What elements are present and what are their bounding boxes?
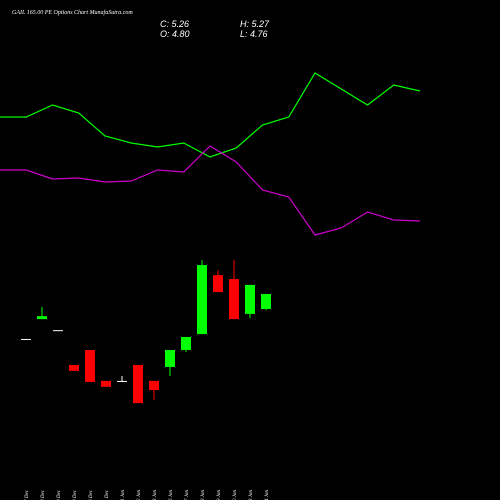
candle-body: [101, 380, 111, 387]
high-label: H: 5.27: [240, 19, 270, 29]
candle-body: [261, 294, 271, 310]
x-tick-label: 09 Jan: [217, 490, 222, 500]
x-tick-label: 02 Jan: [137, 490, 142, 500]
candle-body: [213, 275, 223, 293]
candle-body: [181, 336, 191, 351]
indicator-line: [0, 72, 421, 158]
candle-body: [149, 380, 159, 391]
x-tick-label: 26 Dec: [89, 489, 94, 500]
candle-body: [229, 279, 239, 320]
candle-body: [245, 284, 255, 314]
x-tick-label: 01 Jan: [121, 490, 126, 500]
x-tick-label: 31 Dec: [105, 489, 110, 500]
indicator-line: [0, 145, 421, 236]
open-label: O: 4.80: [160, 29, 190, 39]
candle-body: [117, 380, 127, 382]
x-tick-label: 17 Dec: [25, 489, 30, 500]
x-tick-label: 10 Jan: [233, 490, 238, 500]
chart-title: GAIL 165.00 PE Options Chart MunafaSutra…: [12, 9, 133, 16]
candle-body: [37, 316, 47, 320]
x-tick-label: 07 Jan: [185, 490, 190, 500]
x-tick-label: 08 Jan: [201, 490, 206, 500]
candle-body: [133, 364, 143, 404]
x-tick-label: 13 Jan: [249, 490, 254, 500]
x-tick-label: 14 Jan: [265, 490, 270, 500]
close-label: C: 5.26: [160, 19, 189, 29]
x-tick-label: 20 Dec: [73, 489, 78, 500]
x-tick-label: 18 Dec: [41, 489, 46, 500]
x-tick-label: 06 Jan: [169, 490, 174, 500]
candle-body: [21, 338, 31, 340]
candle-body: [85, 350, 95, 382]
x-tick-label: 19 Dec: [57, 489, 62, 500]
x-tick-label: 03 Jan: [153, 490, 158, 500]
candle-body: [197, 265, 207, 335]
candle-body: [165, 350, 175, 367]
candle-body: [69, 364, 79, 371]
candle-body: [53, 330, 63, 332]
low-label: L: 4.76: [240, 29, 268, 39]
